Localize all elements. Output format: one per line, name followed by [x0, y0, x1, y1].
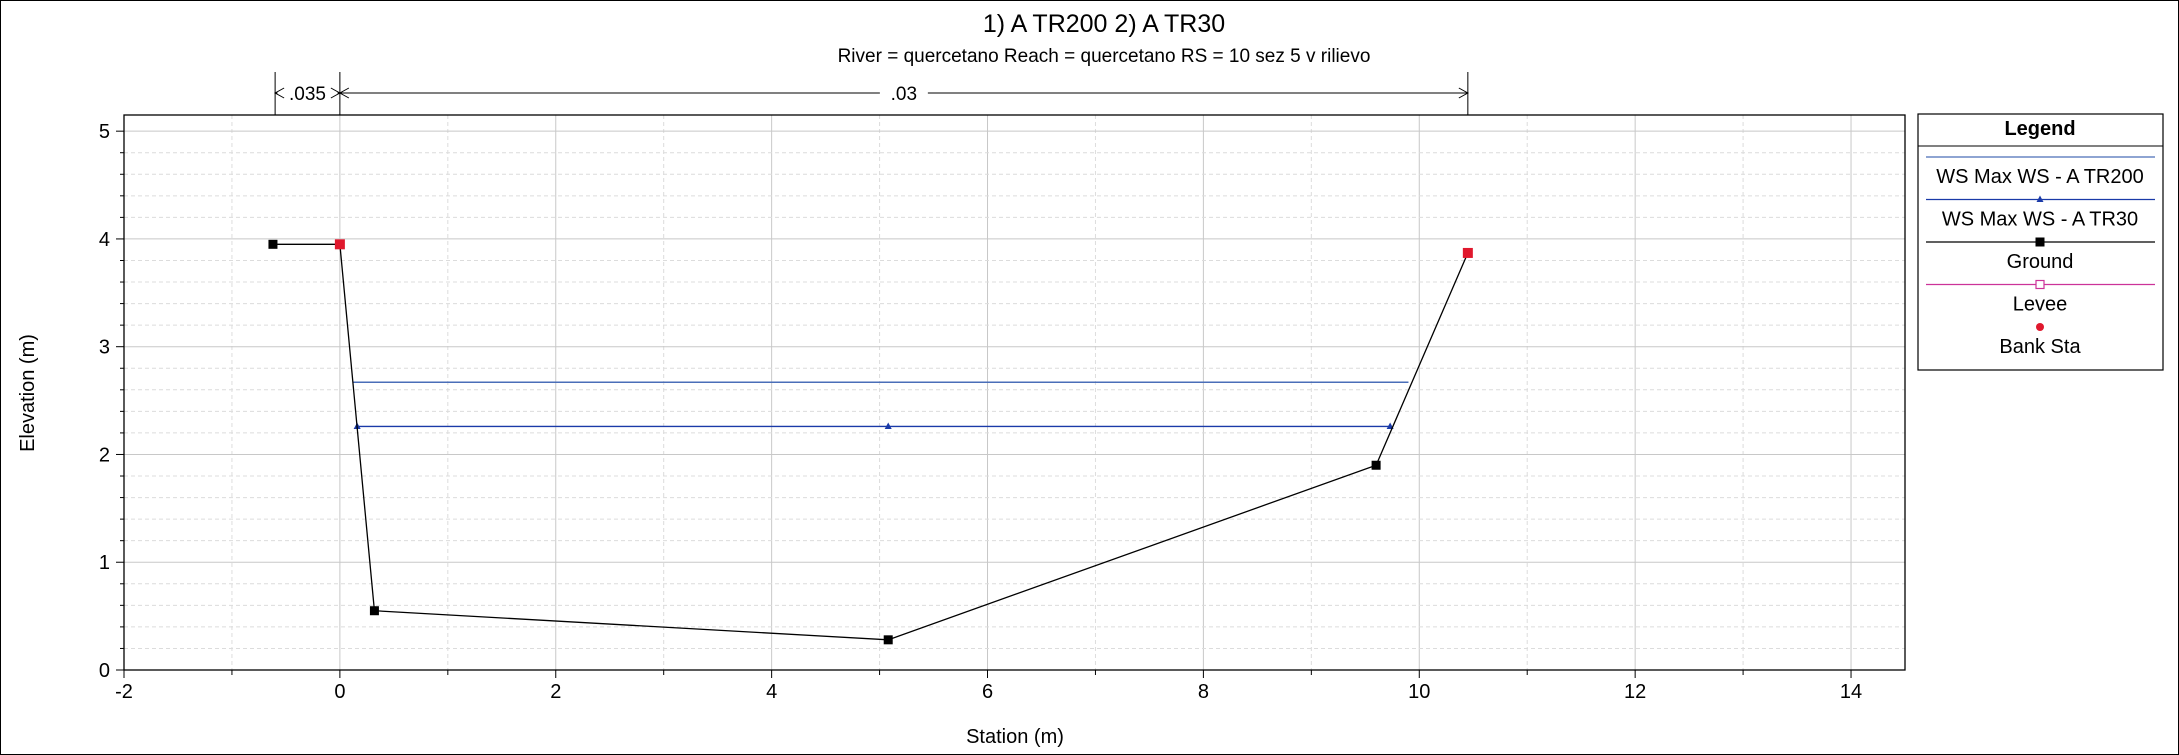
x-tick-label: 10 [1408, 681, 1430, 703]
x-tick-label: 0 [334, 681, 345, 703]
plot-area [123, 114, 1906, 671]
legend-entry-label: WS Max WS - A TR200 [1936, 166, 2143, 188]
x-tick-label: 6 [982, 681, 993, 703]
ground-line [272, 243, 1469, 641]
bank-sta-marker [1462, 247, 1473, 258]
ground-marker [268, 239, 278, 249]
roughness-annotations: .035 .03 [274, 72, 1469, 115]
x-tick-label: 8 [1198, 681, 1209, 703]
grid-lines [123, 115, 1905, 670]
y-axis-label: Elevation (m) [17, 334, 39, 452]
legend-entries: WS Max WS - A TR200 WS Max WS - A TR30 Gro… [1926, 156, 2155, 358]
legend-title: Legend [2004, 118, 2075, 140]
roughness-arrowhead [338, 87, 350, 99]
chart-subtitle: River = quercetano Reach = quercetano RS… [838, 46, 1371, 67]
chart-title: 1) A TR200 2) A TR30 [983, 10, 1225, 38]
y-tick-label: 3 [99, 337, 110, 359]
x-tick-label: 2 [550, 681, 561, 703]
y-tick-label: 5 [99, 121, 110, 143]
ground-marker [883, 635, 893, 645]
x-tick-label: 14 [1840, 681, 1862, 703]
data-series [268, 239, 1473, 645]
y-tick-label: 1 [99, 552, 110, 574]
legend-entry-label: Levee [2013, 294, 2068, 316]
ground-marker [369, 606, 379, 616]
ws-tr30-marker [884, 422, 892, 429]
legend-entry-label: Ground [2007, 251, 2074, 273]
roughness-arrowhead [1458, 87, 1469, 99]
legend-entry-label: WS Max WS - A TR30 [1942, 209, 2138, 231]
legend-marker [2036, 195, 2044, 202]
y-tick-label: 0 [99, 660, 110, 682]
y-tick-label: 2 [99, 444, 110, 466]
legend-marker [2035, 237, 2045, 247]
x-tick-label: -2 [115, 681, 133, 703]
roughness-arrowhead [274, 87, 285, 99]
x-tick-label: 12 [1624, 681, 1646, 703]
roughness-label: .035 [289, 84, 326, 105]
x-axis-label: Station (m) [966, 726, 1064, 748]
x-tick-label: 4 [766, 681, 777, 703]
legend-entry-label: Bank Sta [1999, 336, 2081, 358]
legend-marker [2035, 279, 2045, 290]
y-tick-label: 4 [99, 229, 110, 251]
legend-marker [2036, 323, 2044, 331]
ground-marker [1371, 460, 1381, 470]
roughness-label: .03 [891, 84, 917, 105]
bank-sta-marker [334, 239, 345, 250]
